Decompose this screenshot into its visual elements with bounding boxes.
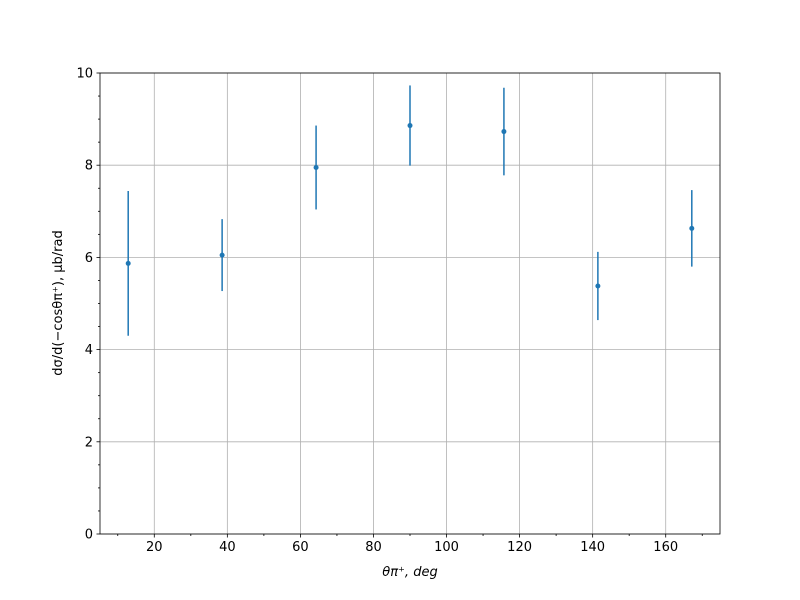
data-point <box>219 252 225 258</box>
y-axis-label: dσ/d(−cosθπ⁺), μb/rad <box>51 230 66 375</box>
data-point <box>689 225 695 231</box>
y-tick-label: 2 <box>85 435 93 450</box>
x-tick-label: 60 <box>292 540 309 555</box>
data-point <box>313 165 319 171</box>
x-tick-label: 80 <box>365 540 382 555</box>
y-tick-label: 6 <box>85 251 93 266</box>
y-tick-label: 0 <box>85 528 93 543</box>
y-tick-label: 4 <box>85 343 93 358</box>
data-point <box>595 283 601 289</box>
x-tick-label: 160 <box>653 540 678 555</box>
x-tick-label: 20 <box>146 540 163 555</box>
y-tick-label: 10 <box>76 67 93 82</box>
y-tick-label: 8 <box>85 159 93 174</box>
x-tick-label: 140 <box>580 540 605 555</box>
x-axis-label: θπ⁺, deg <box>382 565 437 580</box>
data-point <box>125 260 131 266</box>
x-tick-label: 40 <box>219 540 236 555</box>
x-tick-label: 100 <box>434 540 459 555</box>
marks <box>125 85 695 336</box>
data-point <box>407 123 413 129</box>
x-tick-label: 120 <box>507 540 532 555</box>
data-point <box>501 129 507 135</box>
